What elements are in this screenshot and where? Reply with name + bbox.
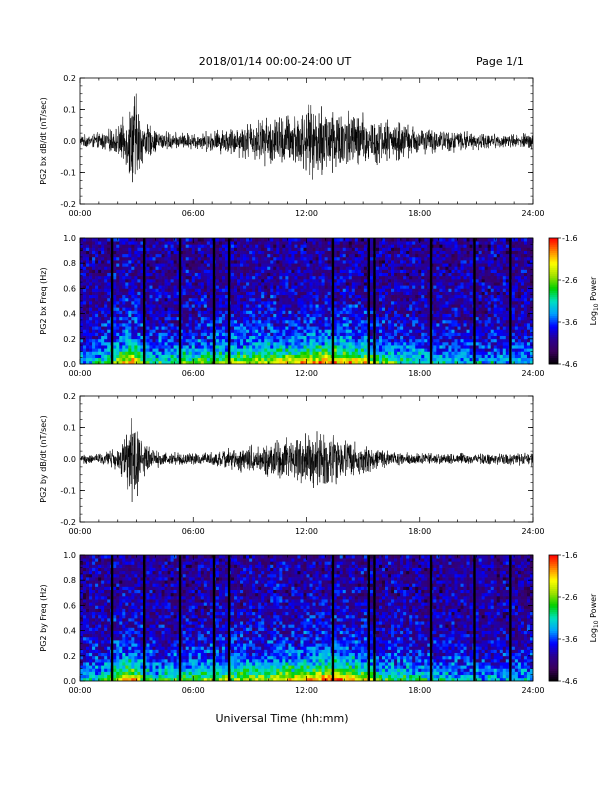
y-axis-label: PG2 bx dB/dt (nT/sec): [39, 97, 48, 184]
data-gap-marker: [142, 238, 146, 364]
panel-bx-waveform: -0.2 -0.1 0.0 0.1 0.2 00:00 06:00 12:00 18:00 24:…: [39, 74, 545, 218]
data-gap-marker: [212, 555, 216, 681]
x-tick-label: 12:00: [295, 209, 318, 218]
y-tick-label: 0.2: [63, 335, 76, 344]
x-tick-label: 18:00: [408, 527, 431, 536]
data-gap-marker: [429, 238, 433, 364]
x-tick-label: 18:00: [408, 369, 431, 378]
data-gap-marker: [473, 238, 476, 364]
y-tick-label: 0.1: [63, 424, 76, 433]
y-axis-label: PG2 by dB/dt (nT/sec): [39, 415, 48, 502]
data-gap-marker: [429, 555, 433, 681]
y-axis-label: PG2 by Freq (Hz): [39, 584, 48, 651]
colorbar-label: Log10 Power: [589, 593, 600, 642]
y-tick-label: 0.0: [63, 677, 76, 686]
colorbar-label: Log10 Power: [589, 276, 600, 325]
colorbar: -1.6 -2.6 -3.6 -4.6 Log10 Power: [548, 234, 600, 369]
panel-by-waveform: -0.2 -0.1 0.0 0.1 0.2 00:00 06:00 12:00 18:00 24:…: [39, 392, 545, 536]
x-tick-label: 00:00: [68, 209, 91, 218]
y-axis-label: PG2 bx Freq (Hz): [39, 267, 48, 334]
y-tick-label: 0.4: [63, 310, 76, 319]
y-tick-label: -0.1: [60, 487, 76, 496]
x-tick-label: 06:00: [182, 369, 205, 378]
y-tick-label: 0.8: [63, 259, 76, 268]
data-gap-marker: [110, 238, 114, 364]
data-gap-marker: [373, 238, 376, 364]
data-gap-marker: [331, 555, 335, 681]
y-tick-label: 0.2: [63, 392, 76, 401]
spectrogram-cells: [80, 555, 533, 681]
x-tick-label: 12:00: [295, 527, 318, 536]
x-axis-title: Universal Time (hh:mm): [216, 712, 349, 725]
x-tick-label: 12:00: [295, 686, 318, 695]
x-tick-label: 06:00: [182, 209, 205, 218]
data-gap-marker: [227, 555, 231, 681]
colorbar-tick-label: -3.6: [562, 318, 578, 327]
y-tick-label: 0.0: [63, 455, 76, 464]
data-gap-marker: [227, 238, 231, 364]
data-gap-marker: [367, 238, 370, 364]
x-tick-label: 00:00: [68, 369, 91, 378]
colorbar-tick-label: -4.6: [562, 677, 578, 686]
x-tick-label: 00:00: [68, 686, 91, 695]
panel-bx-spectrogram: 0.0 0.2 0.4 0.6 0.8 1.0 00:00 06:00 12:00 18:00 24…: [39, 234, 600, 378]
figure-title: 2018/01/14 00:00-24:00 UT: [199, 55, 352, 68]
x-tick-label: 24:00: [521, 209, 544, 218]
y-tick-label: 1.0: [63, 551, 76, 560]
data-gap-marker: [178, 238, 182, 364]
colorbar-tick-label: -2.6: [562, 276, 578, 285]
colorbar-tick-label: -3.6: [562, 635, 578, 644]
y-tick-label: 0.8: [63, 576, 76, 585]
y-tick-label: 0.6: [63, 284, 76, 293]
y-tick-label: 0.2: [63, 74, 76, 83]
panel-by-spectrogram: 0.0 0.2 0.4 0.6 0.8 1.0 00:00 06:00 12:00 18:00 24…: [39, 551, 600, 695]
x-tick-label: 18:00: [408, 686, 431, 695]
y-tick-label: 0.0: [63, 137, 76, 146]
page-indicator: Page 1/1: [476, 55, 524, 68]
y-tick-label: -0.2: [60, 200, 76, 209]
data-gap-marker: [509, 555, 512, 681]
spectrogram-cells: [80, 238, 533, 364]
y-tick-label: 0.6: [63, 601, 76, 610]
x-tick-label: 06:00: [182, 527, 205, 536]
x-tick-label: 00:00: [68, 527, 91, 536]
x-tick-label: 24:00: [521, 686, 544, 695]
y-tick-label: 0.2: [63, 652, 76, 661]
data-gap-marker: [178, 555, 182, 681]
colorbar-tick-label: -4.6: [562, 360, 578, 369]
waveform-trace: [80, 93, 533, 183]
x-tick-label: 24:00: [521, 527, 544, 536]
y-tick-label: 0.0: [63, 360, 76, 369]
colorbar-tick-label: -1.6: [562, 234, 578, 243]
data-gap-marker: [142, 555, 146, 681]
colorbar: -1.6 -2.6 -3.6 -4.6 Log10 Power: [548, 551, 600, 686]
waveform-trace: [80, 418, 533, 502]
data-gap-marker: [373, 555, 376, 681]
y-tick-label: -0.2: [60, 518, 76, 527]
data-gap-marker: [473, 555, 476, 681]
y-tick-label: -0.1: [60, 169, 76, 178]
x-tick-label: 12:00: [295, 369, 318, 378]
data-gap-marker: [509, 238, 512, 364]
data-gap-marker: [212, 238, 216, 364]
data-gap-marker: [331, 238, 335, 364]
data-gap-marker: [367, 555, 370, 681]
colorbar-tick-label: -2.6: [562, 593, 578, 602]
x-tick-label: 18:00: [408, 209, 431, 218]
x-tick-label: 24:00: [521, 369, 544, 378]
y-tick-label: 0.1: [63, 106, 76, 115]
colorbar-tick-label: -1.6: [562, 551, 578, 560]
y-tick-label: 0.4: [63, 627, 76, 636]
data-gap-marker: [110, 555, 114, 681]
y-tick-label: 1.0: [63, 234, 76, 243]
x-tick-label: 06:00: [182, 686, 205, 695]
